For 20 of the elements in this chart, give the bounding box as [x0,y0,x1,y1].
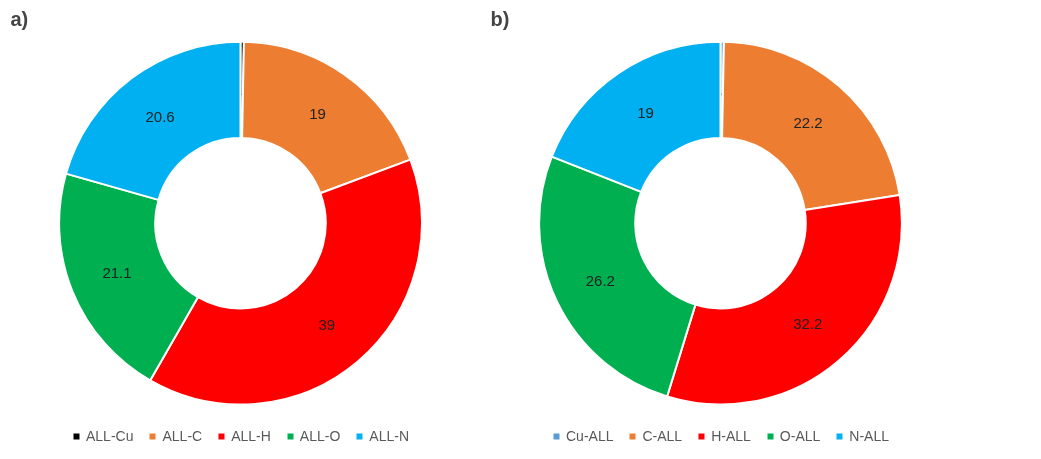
data-label: 19 [309,105,326,123]
legend-label: ALL-N [369,428,409,444]
data-label: 20.6 [145,107,175,125]
chart-title: b) [490,7,510,30]
legend-label: N-ALL [849,428,889,444]
legend-label: ALL-Cu [86,428,134,444]
data-label: 19 [637,103,654,121]
legend-label: ALL-O [299,428,341,444]
legend-label: ALL-C [162,428,203,444]
data-label: 26.2 [585,271,615,289]
legend-label: Cu-ALL [566,428,614,444]
legend-label: ALL-H [231,428,271,444]
data-label: 39 [318,315,336,333]
data-label: 21.1 [102,264,132,282]
legend-label: C-ALL [642,428,683,444]
legend-label: O-ALL [779,428,821,444]
chart-title: a) [10,7,29,30]
data-label: 32.2 [793,314,823,332]
data-label: 22.2 [793,113,823,131]
legend-label: H-ALL [711,428,751,444]
